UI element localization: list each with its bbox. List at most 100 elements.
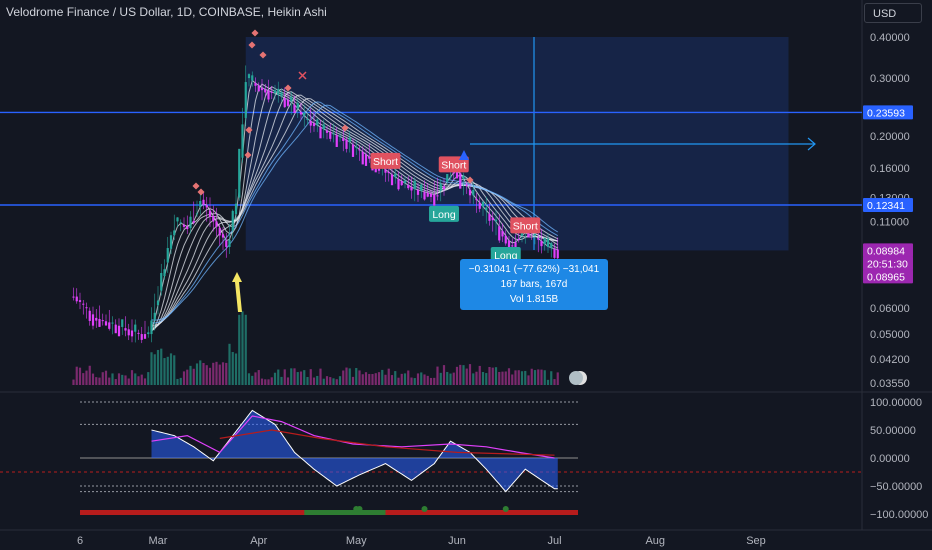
trend-strip-green bbox=[304, 510, 386, 515]
volume-bar bbox=[494, 367, 498, 385]
candle bbox=[556, 249, 559, 259]
candle bbox=[130, 330, 134, 337]
volume-bar bbox=[316, 375, 319, 385]
volume-bar bbox=[270, 377, 273, 385]
volume-bar bbox=[384, 374, 387, 385]
time-tick-label: Jun bbox=[448, 535, 466, 547]
price-label-box bbox=[863, 269, 913, 284]
price-tick-label: 0.05000 bbox=[870, 329, 910, 341]
volume-bar bbox=[238, 314, 241, 385]
volume-bar bbox=[433, 377, 436, 385]
volume-bar bbox=[413, 378, 416, 385]
volume-bar bbox=[186, 369, 189, 385]
diamond-marker bbox=[248, 41, 256, 49]
price-label-box bbox=[863, 243, 913, 258]
oscillator-tick-label: 100.00000 bbox=[870, 397, 922, 409]
volume-bar bbox=[488, 366, 491, 385]
volume-bar bbox=[517, 370, 520, 385]
time-tick-label: May bbox=[346, 535, 367, 547]
candle bbox=[468, 189, 472, 196]
volume-bar bbox=[179, 377, 182, 385]
candle bbox=[160, 272, 163, 291]
candle bbox=[312, 123, 316, 127]
volume-bar bbox=[462, 365, 465, 385]
price-label: 0.08984 bbox=[867, 245, 905, 257]
candle bbox=[364, 154, 368, 166]
volume-bar bbox=[143, 378, 147, 385]
oscillator-series-2 bbox=[151, 415, 555, 459]
highlight-arrow bbox=[232, 272, 242, 312]
candle bbox=[169, 235, 173, 249]
candle bbox=[368, 156, 371, 159]
candle bbox=[449, 176, 452, 178]
candle bbox=[413, 180, 416, 190]
volume-bar bbox=[153, 354, 156, 385]
volume-bar bbox=[277, 369, 280, 385]
candle bbox=[410, 187, 413, 191]
volume-bar bbox=[348, 368, 351, 385]
volume-bar bbox=[264, 379, 267, 385]
price-tick-label: 0.30000 bbox=[870, 73, 910, 85]
volume-bar bbox=[163, 358, 166, 385]
oscillator-tick-label: 50.00000 bbox=[870, 425, 916, 437]
volume-bar bbox=[290, 368, 293, 385]
volume-bar bbox=[520, 371, 524, 385]
diamond-marker bbox=[284, 84, 292, 92]
candle bbox=[101, 320, 104, 322]
time-tick-label: Apr bbox=[250, 535, 267, 547]
volume-bar bbox=[468, 364, 472, 385]
volume-bar bbox=[91, 373, 95, 385]
currency-button[interactable]: USD bbox=[864, 3, 922, 23]
candle bbox=[179, 222, 182, 224]
candle bbox=[231, 210, 234, 231]
candle bbox=[540, 241, 543, 247]
volume-bar bbox=[208, 367, 212, 385]
candle bbox=[189, 216, 192, 229]
volume-bar bbox=[231, 352, 234, 385]
volume-bar bbox=[202, 362, 205, 385]
candle bbox=[342, 138, 345, 141]
candle bbox=[215, 221, 218, 227]
chart-title: Velodrome Finance / US Dollar, 1D, COINB… bbox=[6, 5, 327, 19]
candle bbox=[286, 99, 290, 106]
candle bbox=[527, 229, 530, 238]
candle bbox=[478, 202, 481, 209]
volume-bar bbox=[134, 373, 137, 385]
volume-bar bbox=[205, 365, 208, 385]
volume-bar bbox=[254, 372, 257, 385]
volume-bar bbox=[501, 371, 504, 385]
volume-bar bbox=[156, 349, 160, 385]
volume-bar bbox=[195, 363, 199, 385]
candle bbox=[543, 237, 546, 245]
candle bbox=[225, 240, 228, 247]
candle bbox=[270, 91, 273, 93]
candle bbox=[192, 221, 195, 223]
candle bbox=[208, 210, 212, 217]
candle bbox=[140, 334, 143, 340]
volume-bar bbox=[117, 373, 121, 385]
volume-bar bbox=[446, 371, 449, 385]
volume-bar bbox=[556, 372, 559, 385]
candle bbox=[358, 149, 361, 151]
volume-bar bbox=[397, 377, 400, 385]
volume-bar bbox=[127, 378, 130, 385]
volume-bar bbox=[319, 368, 322, 385]
candle bbox=[325, 130, 329, 133]
volume-bar bbox=[472, 373, 475, 385]
volume-bar bbox=[459, 364, 462, 385]
candle bbox=[329, 132, 332, 139]
candle bbox=[121, 319, 124, 327]
volume-bar bbox=[72, 379, 75, 385]
candle bbox=[127, 329, 130, 336]
candle bbox=[156, 300, 160, 306]
candle bbox=[147, 332, 150, 335]
trend-dot bbox=[356, 506, 363, 512]
volume-bar bbox=[267, 379, 270, 385]
volume-bar bbox=[130, 370, 134, 385]
moving-average-ribbon bbox=[151, 104, 559, 321]
time-tick-label: Mar bbox=[149, 535, 168, 547]
volume-bar bbox=[280, 376, 283, 385]
volume-bar bbox=[478, 365, 481, 385]
candle bbox=[546, 238, 550, 247]
